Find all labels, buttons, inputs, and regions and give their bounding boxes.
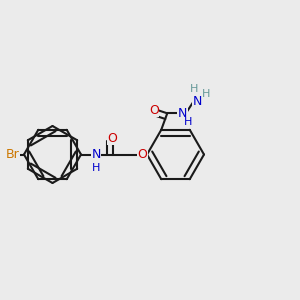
Text: H: H: [190, 84, 198, 94]
Text: O: O: [138, 148, 147, 161]
Text: O: O: [108, 131, 117, 145]
Text: N: N: [91, 148, 101, 161]
Text: H: H: [202, 89, 210, 99]
Text: H: H: [92, 163, 100, 173]
Text: H: H: [184, 117, 192, 127]
Text: O: O: [149, 104, 159, 117]
Text: N: N: [193, 95, 202, 108]
Text: Br: Br: [6, 148, 20, 161]
Text: N: N: [178, 107, 187, 120]
